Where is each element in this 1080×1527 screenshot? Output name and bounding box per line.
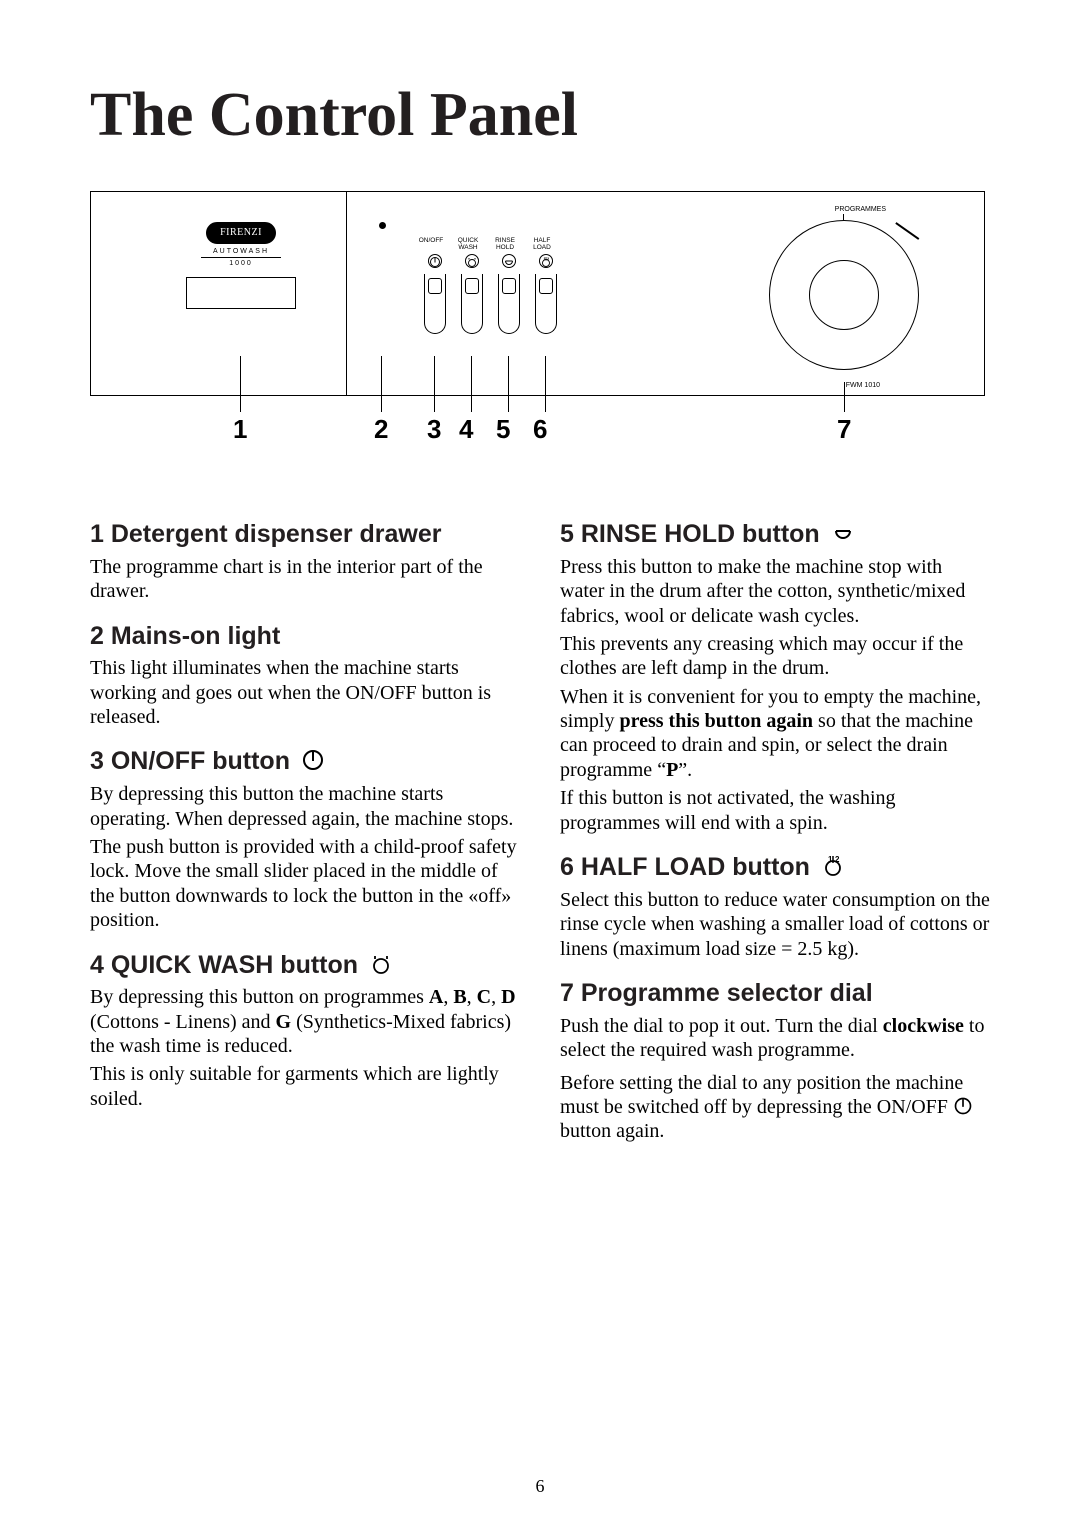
btn-body-6	[535, 274, 557, 334]
rinsehold-icon	[502, 254, 516, 268]
heading-3: 3 ON/OFF button	[90, 747, 520, 776]
para-1: The programme chart is in the interior p…	[90, 555, 520, 604]
callout-2: 2	[374, 414, 388, 445]
onoff-icon	[301, 748, 325, 772]
btn-label-halfload: HALF LOAD	[529, 238, 555, 251]
diagram-divider	[346, 192, 347, 395]
heading-5: 5 RINSE HOLD button	[560, 520, 990, 549]
para-5c: When it is convenient for you to empty t…	[560, 685, 990, 783]
callout-1: 1	[233, 414, 247, 445]
body-columns: 1 Detergent dispenser drawer The program…	[90, 502, 990, 1148]
para-5d: If this button is not activated, the was…	[560, 786, 990, 835]
brand-sub-bot: 1000	[191, 260, 291, 267]
svg-text:2: 2	[835, 855, 840, 864]
left-column: 1 Detergent dispenser drawer The program…	[90, 502, 520, 1148]
onoff-icon	[953, 1096, 973, 1116]
para-5a: Press this button to make the machine st…	[560, 555, 990, 628]
para-3b: The push button is provided with a child…	[90, 835, 520, 933]
callout-7: 7	[837, 414, 851, 445]
diagram-callouts: 1 2 3 4 5 6 7	[90, 404, 985, 464]
halfload-icon: 12	[821, 854, 845, 878]
btn-body-4	[461, 274, 483, 334]
svg-text:2: 2	[547, 256, 550, 261]
btn-body-5	[498, 274, 520, 334]
heading-3-text: 3 ON/OFF button	[90, 747, 290, 775]
right-column: 5 RINSE HOLD button Press this button to…	[560, 502, 990, 1148]
para-4b: This is only suitable for garments which…	[90, 1062, 520, 1111]
brand-badge: FIRENZI	[206, 222, 276, 244]
halfload-icon: 12	[539, 254, 553, 268]
para-3a: By depressing this button the machine st…	[90, 782, 520, 831]
quickwash-icon	[465, 254, 479, 268]
para-2: This light illuminates when the machine …	[90, 656, 520, 729]
btn-label-onoff: ON/OFF	[418, 238, 444, 245]
heading-5-text: 5 RINSE HOLD button	[560, 520, 820, 548]
dial-label-bot: FWM 1010	[846, 382, 880, 389]
programme-dial-inner	[809, 260, 879, 330]
callout-6: 6	[533, 414, 547, 445]
para-7a: Push the dial to pop it out. Turn the di…	[560, 1014, 990, 1063]
dial-label-top: PROGRAMMES	[835, 206, 886, 213]
control-panel-diagram: FIRENZI AUTOWASH 1000 ON/OFF QUICK WASH …	[90, 191, 985, 396]
heading-4: 4 QUICK WASH button	[90, 951, 520, 980]
heading-6: 6 HALF LOAD button 12	[560, 853, 990, 882]
brand-subtext: AUTOWASH 1000	[191, 248, 291, 267]
page-number: 6	[0, 1476, 1080, 1497]
mains-on-light-dot	[379, 222, 386, 229]
callout-5: 5	[496, 414, 510, 445]
para-4a: By depressing this button on programmes …	[90, 985, 520, 1058]
heading-4-text: 4 QUICK WASH button	[90, 951, 358, 979]
onoff-icon	[428, 254, 442, 268]
heading-7: 7 Programme selector dial	[560, 979, 990, 1008]
rinsehold-icon	[831, 521, 855, 545]
btn-label-quickwash: QUICK WASH	[455, 238, 481, 251]
quickwash-icon	[369, 952, 393, 976]
callout-4: 4	[459, 414, 473, 445]
heading-6-text: 6 HALF LOAD button	[560, 853, 810, 881]
callout-3: 3	[427, 414, 441, 445]
detergent-drawer-outline	[186, 277, 296, 309]
heading-1: 1 Detergent dispenser drawer	[90, 520, 520, 549]
para-7b: Before setting the dial to any position …	[560, 1071, 990, 1144]
heading-2: 2 Mains-on light	[90, 622, 520, 651]
para-6: Select this button to reduce water consu…	[560, 888, 990, 961]
btn-label-rinsehold: RINSE HOLD	[492, 238, 518, 251]
btn-body-3	[424, 274, 446, 334]
dial-pointer	[896, 222, 920, 239]
brand-sub-top: AUTOWASH	[191, 248, 291, 255]
para-5b: This prevents any creasing which may occ…	[560, 632, 990, 681]
page-title: The Control Panel	[90, 80, 990, 151]
